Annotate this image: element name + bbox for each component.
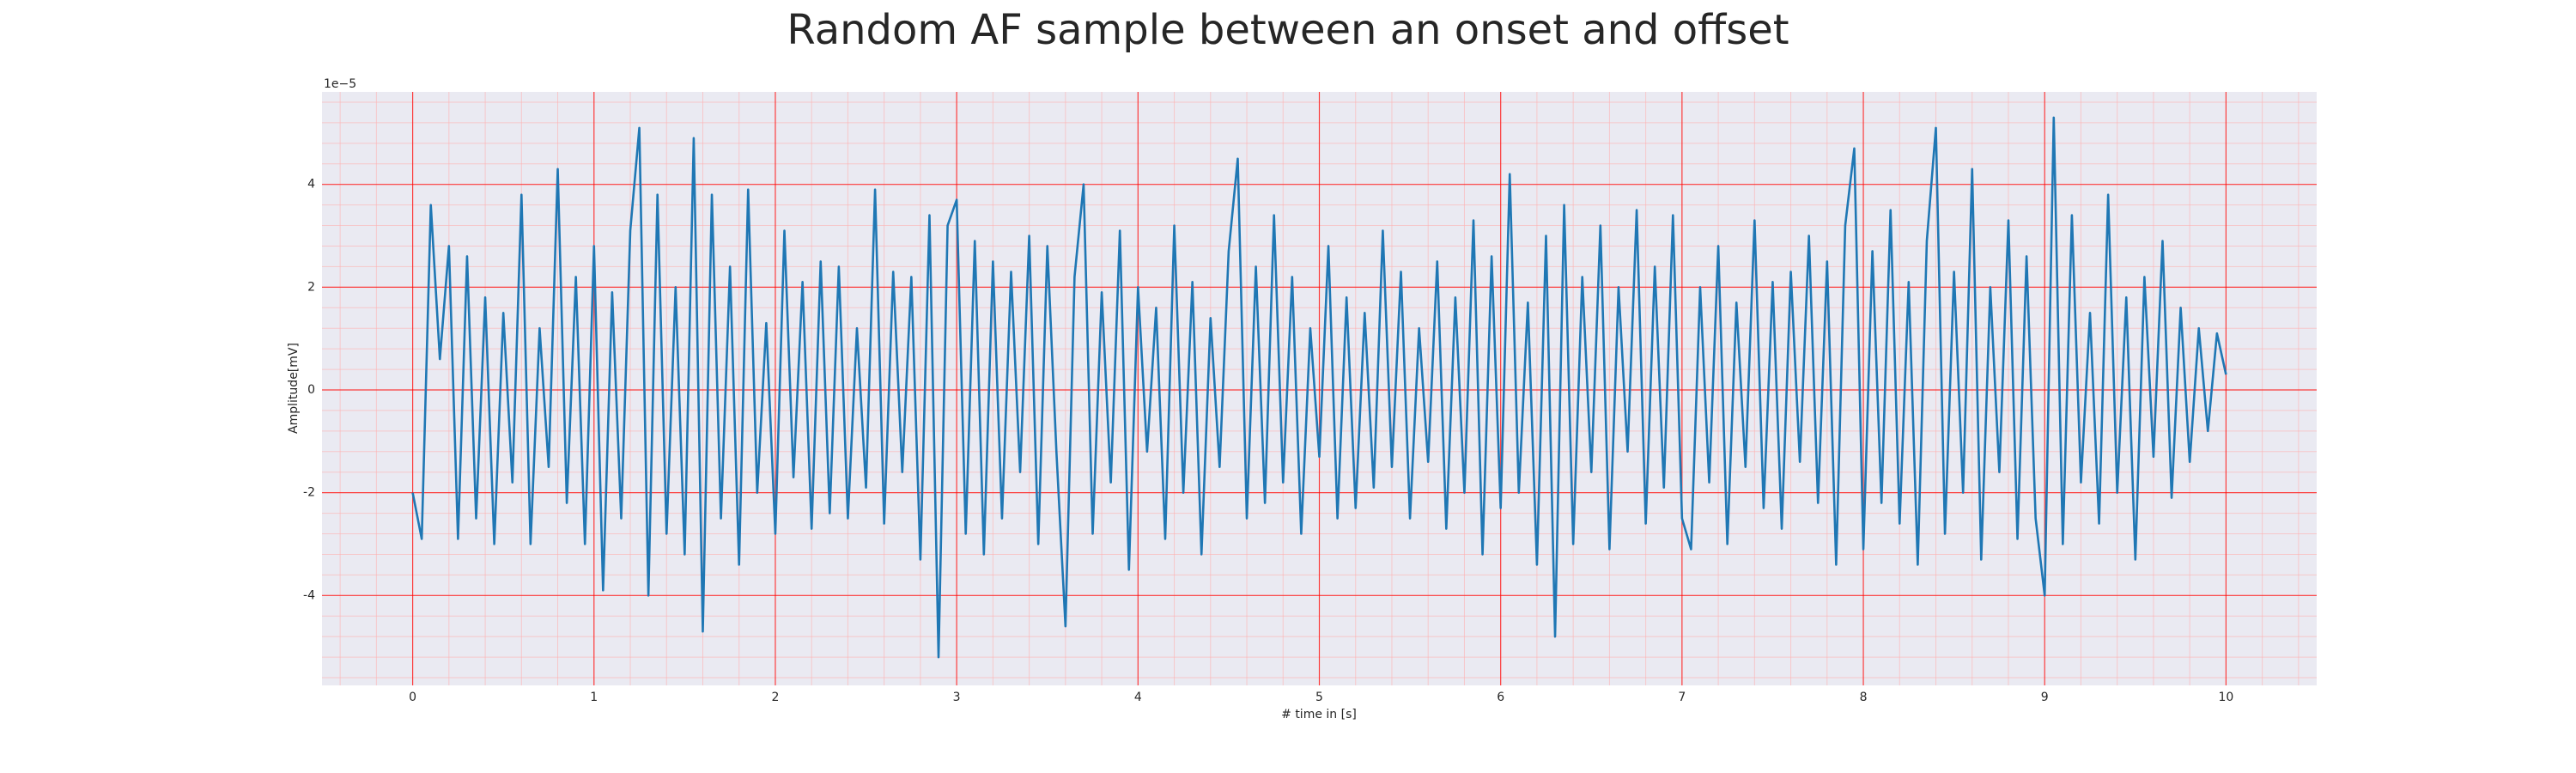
x-tick-label: 7 bbox=[1678, 691, 1686, 704]
y-tick-label: 4 bbox=[307, 178, 315, 192]
x-tick-label: 10 bbox=[2218, 691, 2233, 704]
y-tick-label: 0 bbox=[307, 383, 315, 397]
y-axis-label: Amplitude[mV] bbox=[287, 343, 301, 434]
chart-title: Random AF sample between an onset and of… bbox=[787, 6, 1789, 54]
x-tick-label: 5 bbox=[1315, 691, 1323, 704]
y-tick-label: -2 bbox=[303, 486, 315, 500]
y-tick-label: 2 bbox=[307, 280, 315, 294]
x-tick-label: 9 bbox=[2041, 691, 2049, 704]
x-tick-label: 4 bbox=[1134, 691, 1142, 704]
y-tick-label: -4 bbox=[303, 588, 315, 602]
signal-line bbox=[411, 116, 2227, 659]
x-tick-label: 6 bbox=[1497, 691, 1504, 704]
x-axis-label: # time in [s] bbox=[1281, 708, 1357, 721]
x-tick-label: 2 bbox=[771, 691, 779, 704]
x-tick-label: 1 bbox=[590, 691, 598, 704]
x-tick-label: 8 bbox=[1860, 691, 1868, 704]
y-offset-label: 1e−5 bbox=[324, 77, 356, 91]
x-tick-label: 0 bbox=[409, 691, 416, 704]
x-tick-label: 3 bbox=[953, 691, 961, 704]
